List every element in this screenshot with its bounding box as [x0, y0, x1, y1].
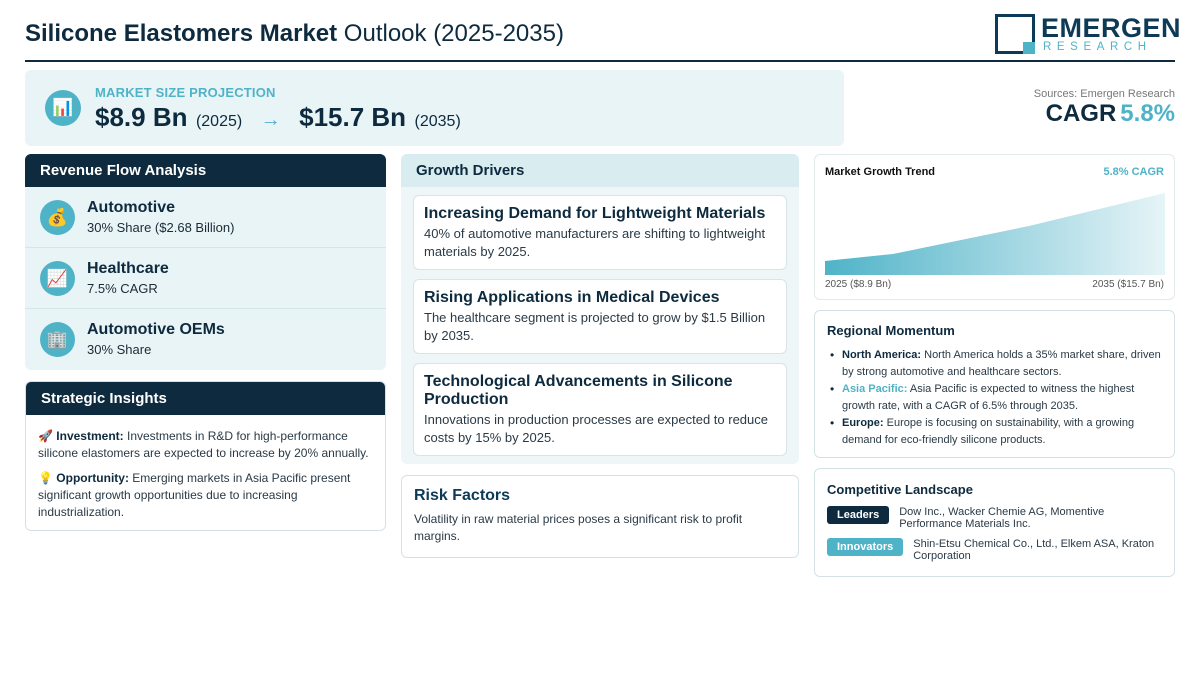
trend-title: Market Growth Trend [825, 166, 936, 178]
logo-name: EMERGEN [1041, 13, 1182, 43]
market-size-projection: 📊 MARKET SIZE PROJECTION $8.9 Bn (2025) … [25, 70, 844, 146]
insight-item: 💡 Opportunity: Emerging markets in Asia … [38, 470, 373, 521]
revenue-item: 🏢 Automotive OEMs 30% Share [25, 309, 386, 370]
growth-drivers-title: Growth Drivers [401, 154, 799, 187]
revenue-item-name: Automotive [87, 199, 175, 216]
insight-item: 🚀 Investment: Investments in R&D for hig… [38, 428, 373, 462]
driver-description: Innovations in production processes are … [424, 412, 768, 445]
competitor-group: Leaders Dow Inc., Wacker Chemie AG, Mome… [827, 506, 1162, 530]
region-text: North America holds a 35% market share, … [842, 349, 1161, 378]
logo-subtitle: RESEARCH [1043, 41, 1152, 53]
money-bag-icon: 💰 [40, 200, 75, 235]
strategic-insights-card: Strategic Insights 🚀 Investment: Investm… [25, 381, 386, 531]
cagr-label: CAGR [1045, 100, 1117, 127]
projection-label: MARKET SIZE PROJECTION [95, 85, 276, 100]
revenue-item-name: Healthcare [87, 260, 169, 277]
driver-item: Increasing Demand for Lightweight Materi… [413, 195, 787, 270]
driver-title: Rising Applications in Medical Devices [424, 289, 720, 306]
insight-text: Investments in R&D for high-performance … [38, 429, 369, 460]
driver-description: 40% of automotive manufacturers are shif… [424, 226, 766, 259]
revenue-item-detail: 30% Share ($2.68 Billion) [87, 220, 235, 235]
driver-item: Rising Applications in Medical Devices T… [413, 279, 787, 354]
regional-momentum-card: Regional Momentum North America: North A… [814, 310, 1175, 458]
region-item: Asia Pacific: Asia Pacific is expected t… [827, 381, 1162, 414]
arrow-right-icon: → [260, 109, 281, 131]
cagr-value: 5.8% [1120, 100, 1175, 127]
lightbulb-icon: 💡 [38, 471, 53, 485]
bar-chart-icon: 📊 [45, 90, 81, 126]
page-title: Silicone Elastomers Market Outlook (2025… [25, 20, 564, 48]
page-title-rest: Outlook (2025-2035) [337, 20, 564, 47]
innovators-badge: Innovators [827, 538, 904, 556]
revenue-flow-title: Revenue Flow Analysis [25, 154, 386, 187]
regional-list: North America: North America holds a 35%… [827, 347, 1162, 448]
start-year: (2025) [195, 113, 243, 130]
insight-label: Opportunity: [56, 471, 129, 485]
driver-description: The healthcare segment is projected to g… [424, 310, 766, 343]
strategic-insights-title: Strategic Insights [26, 382, 385, 415]
risk-factors-text: Volatility in raw material prices poses … [414, 512, 743, 543]
region-name: North America: [842, 349, 922, 361]
region-name: Asia Pacific: [842, 383, 908, 395]
driver-title: Technological Advancements in Silicone P… [424, 373, 733, 408]
trend-start-label: 2025 ($8.9 Bn) [825, 279, 892, 290]
end-value: $15.7 Bn [299, 102, 407, 132]
office-building-icon: 🏢 [40, 322, 75, 357]
brand-logo[interactable]: EMERGEN RESEARCH [995, 14, 1181, 56]
insight-text: Emerging markets in Asia Pacific present… [38, 471, 351, 519]
start-value: $8.9 Bn [95, 102, 188, 132]
region-text: Asia Pacific is expected to witness the … [842, 383, 1135, 412]
trend-area [825, 193, 1165, 275]
trend-cagr: 5.8% CAGR [1103, 166, 1164, 178]
revenue-item-name: Automotive OEMs [87, 321, 225, 338]
region-name: Europe: [842, 417, 884, 429]
competitive-landscape-title: Competitive Landscape [827, 482, 973, 497]
revenue-item-detail: 7.5% CAGR [87, 281, 158, 296]
rocket-icon: 🚀 [38, 429, 53, 443]
end-year: (2035) [414, 113, 461, 130]
insight-label: Investment: [56, 429, 124, 443]
revenue-item-detail: 30% Share [87, 342, 152, 357]
trend-area-chart [825, 193, 1165, 275]
competitive-landscape-card: Competitive Landscape Leaders Dow Inc., … [814, 468, 1175, 577]
competitor-names: Dow Inc., Wacker Chemie AG, Momentive Pe… [899, 506, 1105, 530]
leaders-badge: Leaders [827, 506, 890, 524]
competitor-names: Shin-Etsu Chemical Co., Ltd., Elkem ASA,… [913, 538, 1155, 562]
strategic-insights-body: 🚀 Investment: Investments in R&D for hig… [26, 415, 385, 521]
projection-values: $8.9 Bn (2025) → $15.7 Bn (2035) [95, 102, 461, 133]
logo-square-icon [995, 14, 1035, 54]
risk-factors-card: Risk Factors Volatility in raw material … [401, 475, 799, 558]
regional-momentum-title: Regional Momentum [827, 323, 955, 338]
risk-factors-title: Risk Factors [414, 487, 511, 504]
competitor-group: Innovators Shin-Etsu Chemical Co., Ltd.,… [827, 538, 1162, 562]
cagr-summary: CAGR 5.8% [1046, 100, 1175, 128]
driver-title: Increasing Demand for Lightweight Materi… [424, 205, 766, 222]
trend-end-label: 2035 ($15.7 Bn) [1092, 279, 1164, 290]
page-title-bold: Silicone Elastomers Market [25, 20, 338, 47]
page-header: Silicone Elastomers Market Outlook (2025… [25, 0, 1181, 62]
region-item: Europe: Europe is focusing on sustainabi… [827, 415, 1162, 448]
growth-drivers-card: Growth Drivers Increasing Demand for Lig… [401, 154, 799, 464]
revenue-item: 💰 Automotive 30% Share ($2.68 Billion) [25, 187, 386, 248]
driver-item: Technological Advancements in Silicone P… [413, 363, 787, 456]
trend-up-chart-icon: 📈 [40, 261, 75, 296]
region-text: Europe is focusing on sustainability, wi… [842, 417, 1135, 446]
revenue-flow-card: Revenue Flow Analysis 💰 Automotive 30% S… [25, 154, 386, 370]
market-trend-card: Market Growth Trend 5.8% CAGR 2025 ($8.9… [814, 154, 1175, 300]
revenue-item: 📈 Healthcare 7.5% CAGR [25, 248, 386, 309]
sources-note: Sources: Emergen Research [1033, 88, 1175, 100]
region-item: North America: North America holds a 35%… [827, 347, 1162, 380]
